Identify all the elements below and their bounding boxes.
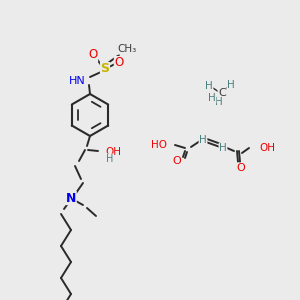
Text: OH: OH bbox=[105, 147, 121, 157]
Text: O: O bbox=[114, 56, 124, 70]
Text: H: H bbox=[205, 81, 213, 91]
Text: H: H bbox=[219, 143, 227, 153]
Text: H: H bbox=[106, 154, 114, 164]
Text: C: C bbox=[218, 88, 226, 98]
Text: OH: OH bbox=[259, 143, 275, 153]
Text: H: H bbox=[215, 97, 223, 107]
Text: HO: HO bbox=[151, 140, 167, 150]
Text: N: N bbox=[66, 191, 76, 205]
Text: H: H bbox=[227, 80, 235, 90]
Text: CH₃: CH₃ bbox=[117, 44, 136, 54]
Text: O: O bbox=[172, 156, 182, 166]
Text: HN: HN bbox=[69, 76, 86, 86]
Text: H: H bbox=[199, 135, 207, 145]
Text: S: S bbox=[100, 62, 109, 76]
Text: O: O bbox=[237, 163, 245, 173]
Text: H: H bbox=[208, 93, 216, 103]
Text: O: O bbox=[88, 49, 98, 62]
